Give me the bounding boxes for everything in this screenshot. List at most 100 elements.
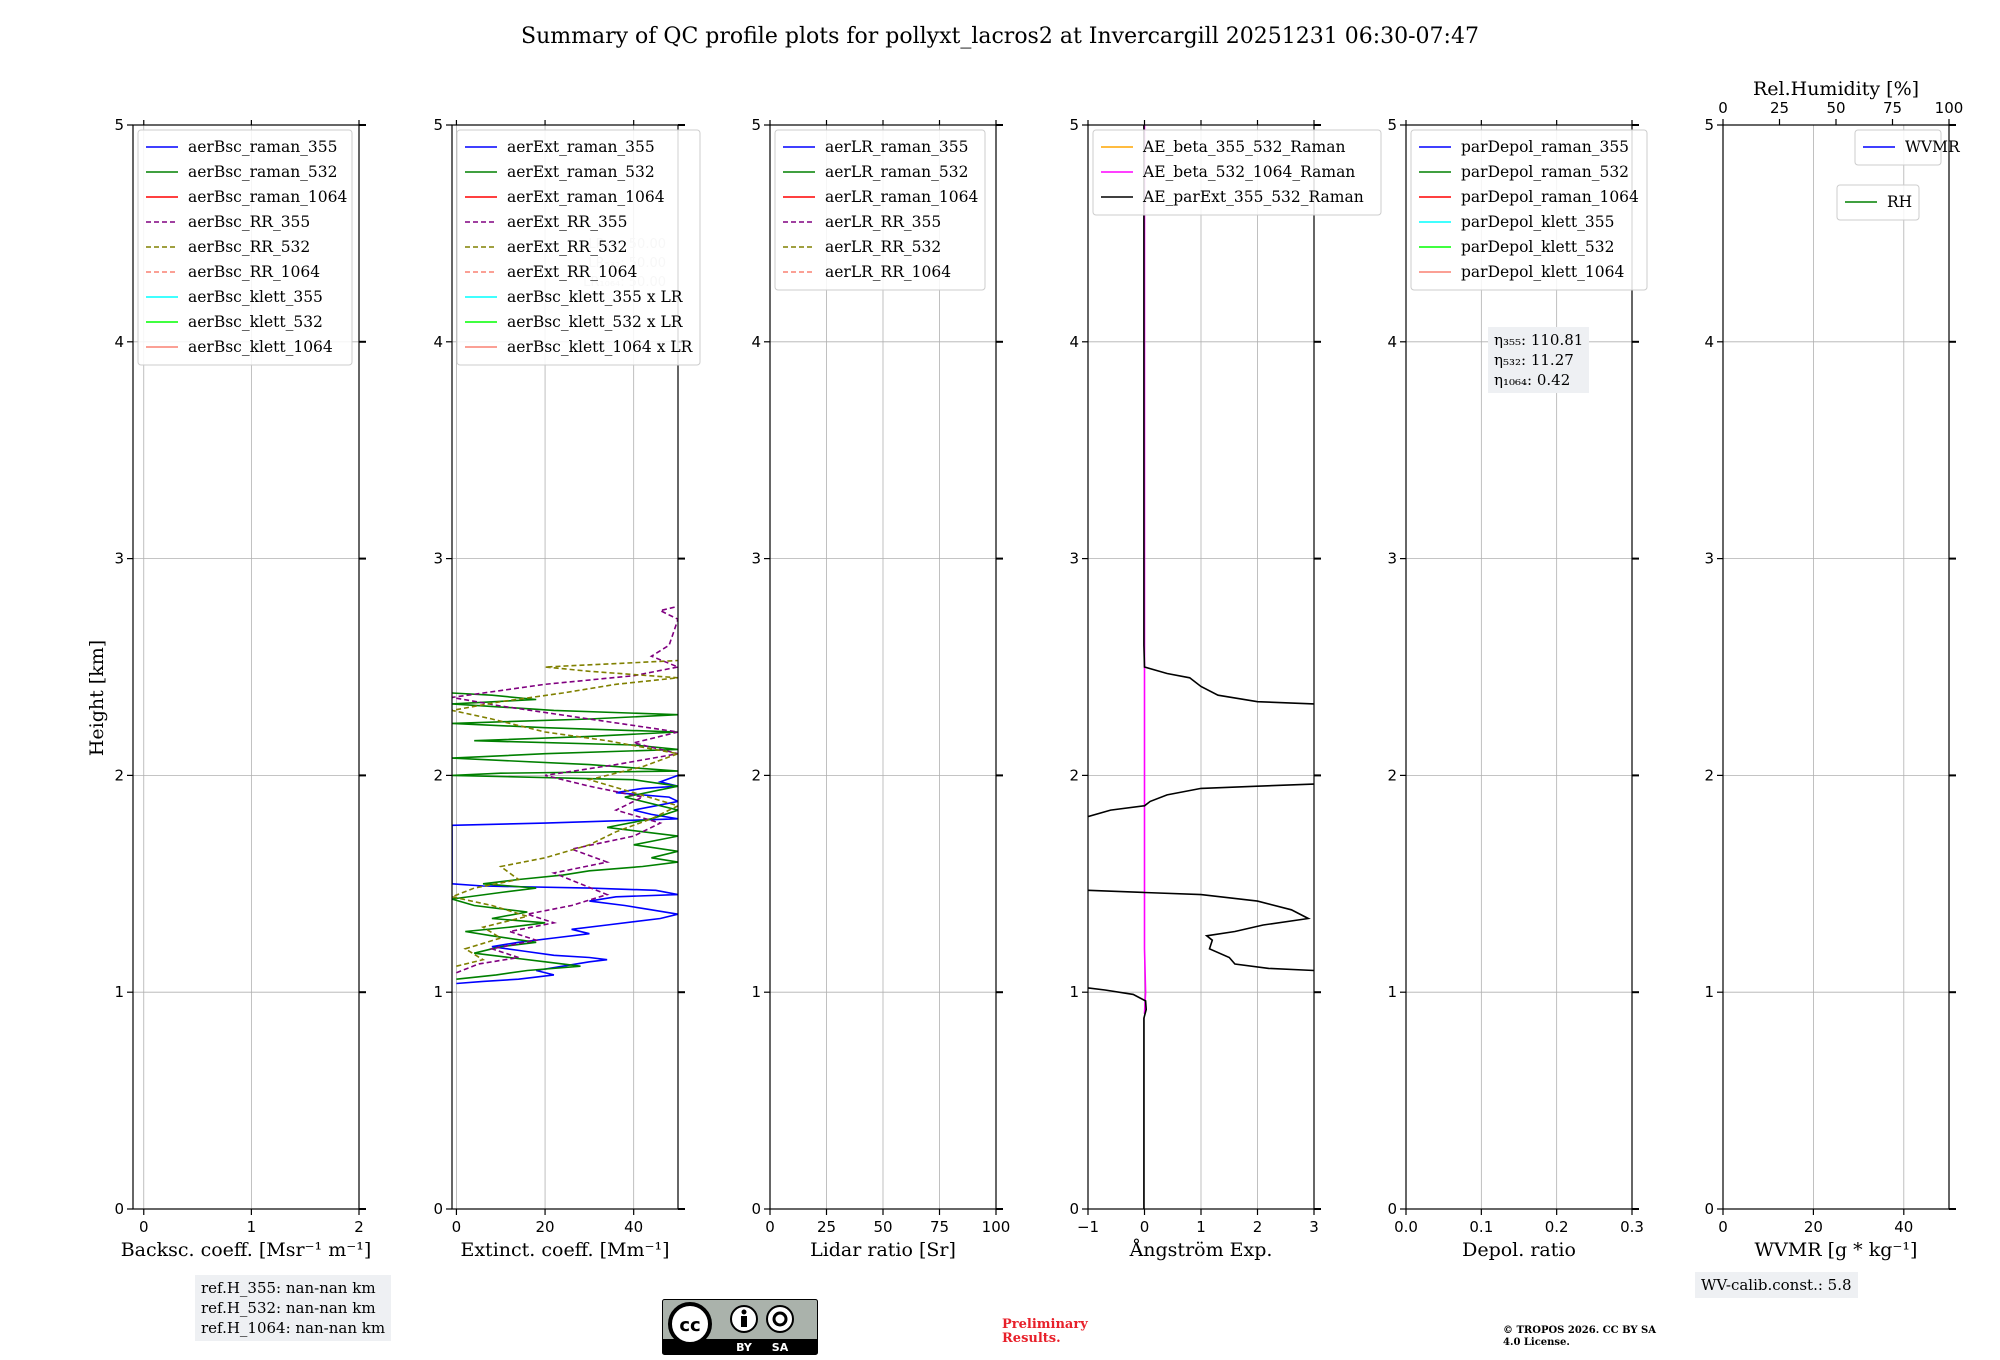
- legend-label: aerExt_raman_1064: [507, 188, 665, 206]
- ref-height-355: ref.H_355: nan-nan km: [201, 1279, 376, 1297]
- x-tick-label: 2: [1253, 1218, 1263, 1236]
- legend-label: AE_parExt_355_532_Raman: [1142, 188, 1364, 206]
- legend-box: [1410, 129, 1648, 291]
- series-line-ae-parext-355-532-raman: [1143, 125, 1314, 705]
- x-axis-label: Depol. ratio: [1462, 1239, 1576, 1261]
- x-tick-label: 0: [765, 1218, 775, 1236]
- series-line-aerext-raman-355: [452, 774, 678, 985]
- y-tick-label: 4: [114, 333, 124, 351]
- legend-label: aerBsc_RR_532: [188, 238, 310, 256]
- legend-label: aerBsc_klett_1064 x LR: [507, 338, 694, 356]
- y-tick-label: 0: [433, 1200, 443, 1218]
- legend-label: aerBsc_RR_355: [188, 213, 310, 231]
- y-tick-label: 2: [751, 766, 761, 784]
- wv-calibration-box: WV-calib.const.: 5.8: [1695, 1272, 1858, 1298]
- x-tick-label: 0: [1718, 1218, 1728, 1236]
- y-tick-label: 2: [1387, 766, 1397, 784]
- legend-label: aerExt_RR_532: [507, 238, 628, 256]
- y-tick-label: 3: [1069, 550, 1079, 568]
- y-tick-label: 0: [1069, 1200, 1079, 1218]
- y-tick-label: 1: [751, 983, 761, 1001]
- x-tick-label: −1: [1077, 1218, 1099, 1236]
- x-tick-label: 0: [139, 1218, 149, 1236]
- y-tick-label: 1: [1387, 983, 1397, 1001]
- axes-frame: [1405, 124, 1633, 1210]
- legend-label: aerExt_RR_355: [507, 213, 628, 231]
- legend-box: [1092, 129, 1382, 216]
- x-axis-label: Lidar ratio [Sr]: [810, 1239, 956, 1261]
- x-axis-label: Backsc. coeff. [Msr⁻¹ m⁻¹]: [121, 1239, 372, 1261]
- series-line-aerext-rr-355: [452, 605, 678, 974]
- y-tick-label: 5: [1387, 116, 1397, 134]
- y-tick-label: 4: [433, 333, 443, 351]
- eta-532: η₅₃₂: 11.27: [1494, 351, 1574, 369]
- x-tick-label: 0: [452, 1218, 462, 1236]
- by-label: BY: [736, 1341, 753, 1354]
- axes-frame: [1722, 124, 1950, 1210]
- eta-355: η₃₅₅: 110.81: [1494, 331, 1584, 349]
- y-tick-label: 4: [751, 333, 761, 351]
- legend-label: aerLR_RR_355: [825, 213, 941, 231]
- y-tick-label: 3: [1704, 550, 1714, 568]
- x-tick-label: 0.1: [1469, 1218, 1493, 1236]
- legend-label: parDepol_raman_1064: [1461, 188, 1639, 206]
- y-axis-label: Height [km]: [86, 640, 108, 756]
- sa-label: SA: [772, 1341, 789, 1354]
- y-tick-label: 0: [1704, 1200, 1714, 1218]
- top-x-tick-label: 50: [1826, 99, 1845, 117]
- y-tick-label: 5: [751, 116, 761, 134]
- legend-label: aerExt_raman_532: [507, 163, 655, 181]
- legend-label: aerBsc_klett_532 x LR: [507, 313, 684, 331]
- y-tick-label: 2: [1069, 766, 1079, 784]
- legend-label: aerLR_raman_1064: [825, 188, 978, 206]
- legend-label: aerExt_RR_1064: [507, 263, 638, 281]
- legend-box-rh: [1836, 184, 1920, 221]
- legend-box: [456, 129, 701, 366]
- x-tick-label: 3: [1309, 1218, 1319, 1236]
- legend-box: [137, 129, 353, 366]
- x-tick-label: 0.3: [1620, 1218, 1644, 1236]
- x-tick-label: 40: [624, 1218, 643, 1236]
- x-tick-label: 1: [1196, 1218, 1206, 1236]
- y-tick-label: 5: [1069, 116, 1079, 134]
- legend-label: aerBsc_raman_1064: [188, 188, 348, 206]
- eta-annotation: η₃₅₅: 110.81 η₅₃₂: 11.27 η₁₀₆₄: 0.42: [1488, 327, 1590, 393]
- axes-frame: [132, 124, 360, 1210]
- x-axis-label: WVMR [g * kg⁻¹]: [1755, 1239, 1918, 1261]
- top-x-tick-label: 25: [1770, 99, 1789, 117]
- wv-calibration-constant: WV-calib.const.: 5.8: [1701, 1276, 1852, 1294]
- x-tick-label: 50: [873, 1218, 892, 1236]
- y-tick-label: 3: [751, 550, 761, 568]
- legend-label: aerExt_raman_355: [507, 138, 655, 156]
- x-axis-label: Extinct. coeff. [Mm⁻¹]: [460, 1239, 669, 1261]
- x-axis-label: Ångström Exp.: [1129, 1239, 1273, 1261]
- legend-label: aerLR_RR_532: [825, 238, 941, 256]
- y-tick-label: 2: [114, 766, 124, 784]
- y-tick-label: 1: [433, 983, 443, 1001]
- preliminary-note: Preliminary Results.: [1002, 1317, 1088, 1346]
- x-tick-label: 20: [536, 1218, 555, 1236]
- reference-heights-box: ref.H_355: nan-nan km ref.H_532: nan-nan…: [195, 1275, 392, 1341]
- x-tick-label: 20: [1804, 1218, 1823, 1236]
- y-tick-label: 3: [1387, 550, 1397, 568]
- copyright-note: © TROPOS 2026. CC BY SA 4.0 License.: [1503, 1325, 1656, 1348]
- legend-label: aerLR_raman_532: [825, 163, 968, 181]
- top-x-tick-label: 0: [1718, 99, 1728, 117]
- cc-icon: [668, 1302, 712, 1346]
- legend-label: aerBsc_raman_355: [188, 138, 338, 156]
- y-tick-label: 1: [1069, 983, 1079, 1001]
- y-tick-label: 2: [1704, 766, 1714, 784]
- series-group: [452, 605, 678, 985]
- ref-height-532: ref.H_532: nan-nan km: [201, 1299, 376, 1317]
- panel-depol: 0 1 2 3 4 5 0.0 0.1 0.2 0.3 Depol. ratio parDepol_r…: [1387, 116, 1648, 1261]
- legend-label: parDepol_klett_1064: [1461, 263, 1624, 281]
- x-tick-label: 2: [354, 1218, 364, 1236]
- figure-title: Summary of QC profile plots for pollyxt_…: [521, 24, 1479, 49]
- x-tick-label: 25: [817, 1218, 836, 1236]
- eta-1064: η₁₀₆₄: 0.42: [1494, 371, 1571, 389]
- x-tick-label: 100: [982, 1218, 1011, 1236]
- legend-label: WVMR: [1905, 138, 1961, 156]
- y-tick-label: 0: [114, 1200, 124, 1218]
